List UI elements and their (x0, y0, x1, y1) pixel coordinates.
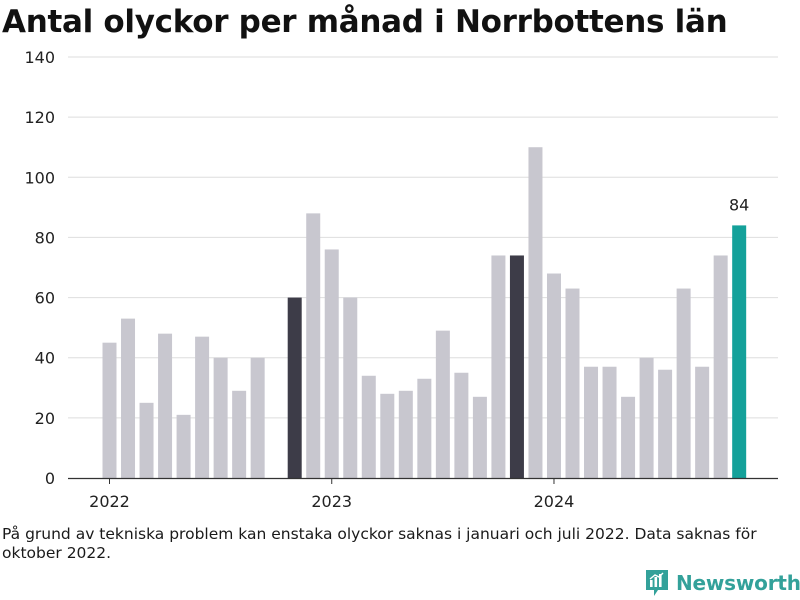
bar (398, 390, 413, 478)
bar (639, 357, 654, 478)
footnote: På grund av tekniska problem kan enstaka… (2, 525, 757, 562)
bar (528, 147, 543, 478)
bar (454, 372, 469, 478)
x-tick-label: 2023 (311, 492, 352, 511)
bar (546, 273, 561, 478)
y-tick-label: 80 (35, 228, 55, 247)
bar (509, 255, 524, 478)
bar (417, 378, 432, 478)
bar (435, 330, 450, 478)
bar (491, 255, 506, 478)
x-tick-label: 2024 (534, 492, 575, 511)
y-tick-label: 40 (35, 349, 55, 368)
bar (306, 213, 321, 478)
y-tick-label: 100 (24, 168, 55, 187)
y-tick-label: 140 (24, 48, 55, 67)
newsworthy-logo-icon (646, 570, 668, 596)
bar (713, 255, 728, 478)
y-tick-label: 0 (45, 469, 55, 488)
bar-chart: 0 20 40 60 80 100 120 140 84 2022 2023 2024 (24, 48, 778, 511)
bar (676, 288, 691, 478)
bar (361, 375, 376, 478)
bar (621, 396, 636, 478)
brand-logo[interactable]: Newsworthy (644, 568, 800, 598)
data-label: 84 (729, 195, 749, 214)
bar (232, 390, 247, 478)
chart-title: Antal olyckor per månad i Norrbottens lä… (2, 4, 728, 40)
y-tick-label: 60 (35, 289, 55, 308)
bar (102, 342, 117, 478)
bar (565, 288, 580, 478)
x-tick-label: 2022 (89, 492, 130, 511)
bar (158, 333, 173, 478)
bar (195, 336, 210, 478)
bar (695, 366, 710, 478)
bar (658, 369, 673, 478)
bar (472, 396, 487, 478)
bar (287, 297, 302, 478)
bar (176, 414, 191, 478)
bar (121, 318, 136, 478)
y-tick-label: 120 (24, 108, 55, 127)
bar (250, 357, 265, 478)
bar (343, 297, 358, 478)
bar (139, 402, 154, 478)
bar (732, 225, 747, 478)
bar (602, 366, 617, 478)
bar (584, 366, 599, 478)
brand-name: Newsworthy (676, 571, 800, 595)
bar (380, 393, 395, 478)
y-tick-label: 20 (35, 409, 55, 428)
bar (213, 357, 228, 478)
bar (324, 249, 339, 478)
